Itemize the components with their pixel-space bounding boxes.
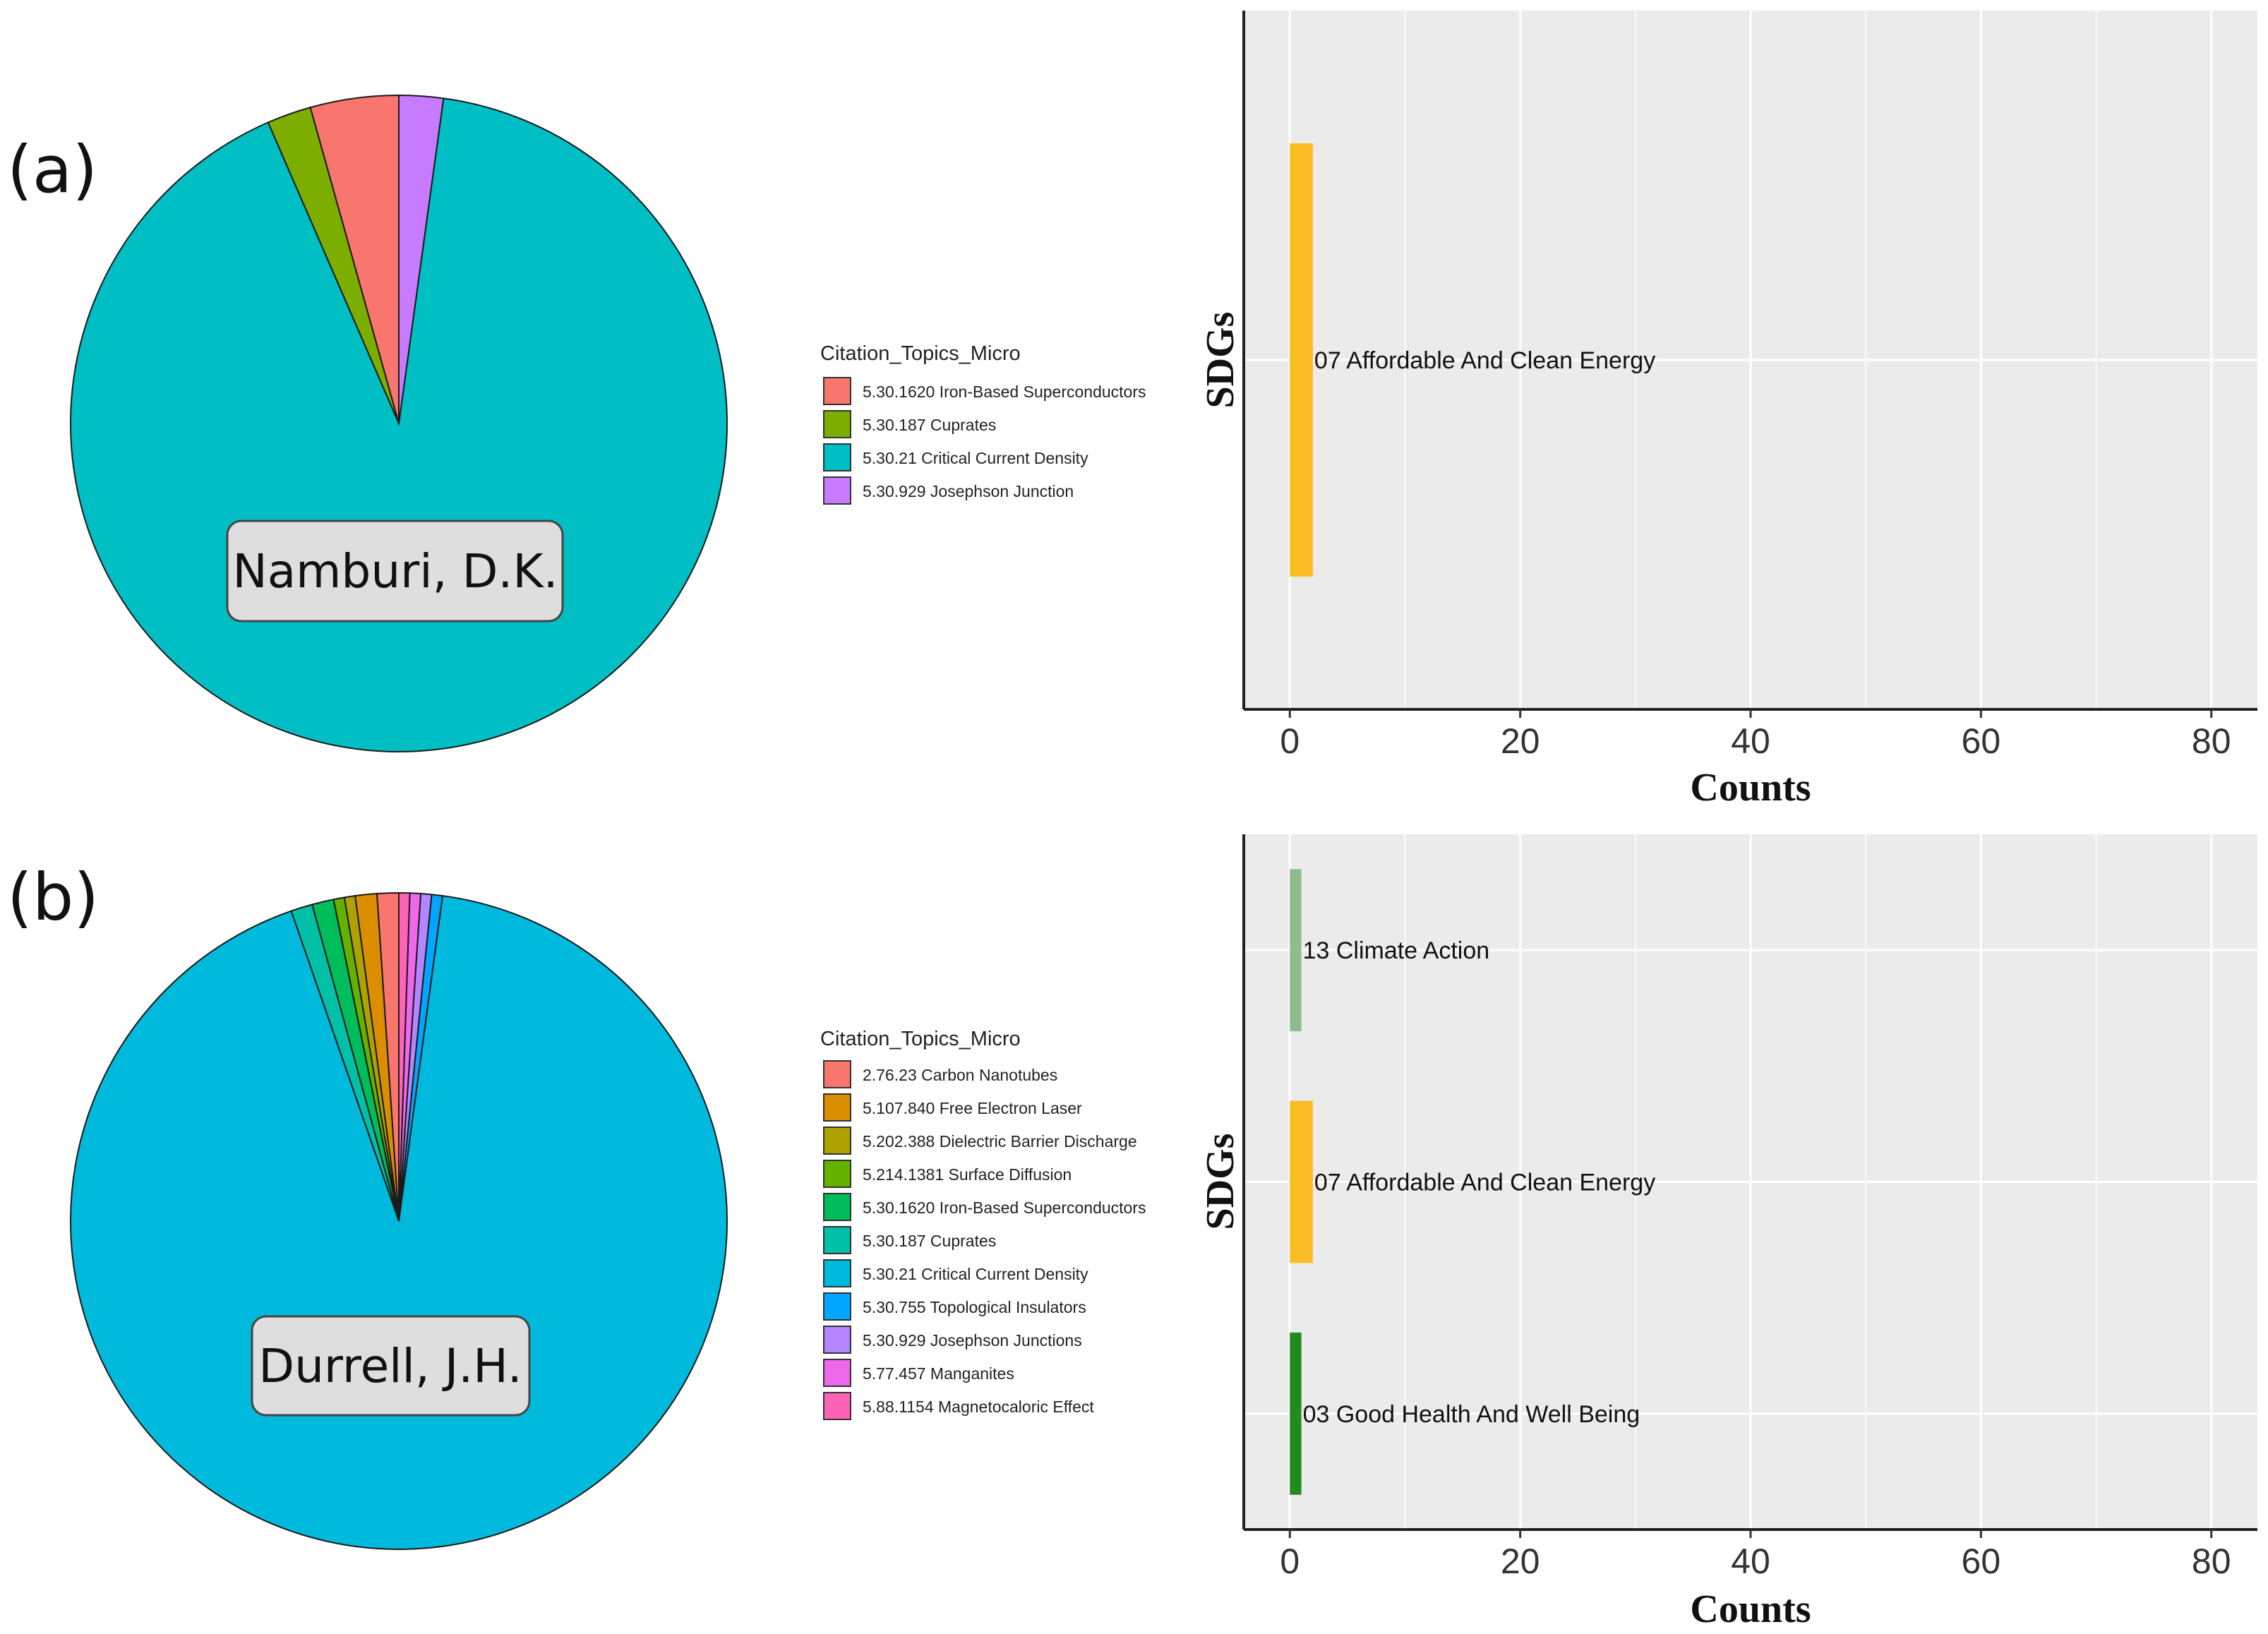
bar-b-bar-0 <box>1290 869 1302 1032</box>
pie-chart-b <box>70 891 728 1550</box>
legend-b-key-1 <box>823 1093 851 1122</box>
pie-a-slice-3 <box>398 94 445 424</box>
legend-b-label-9: 5.77.457 Manganites <box>863 1364 1014 1383</box>
legend-a-key-0 <box>823 377 851 405</box>
legend-b-label-6: 5.30.21 Critical Current Density <box>863 1265 1088 1283</box>
bar-chart-b: 13 Climate Action 07 Affordable And Clean… <box>1199 834 2257 1631</box>
bar-b-bar-label-2: 03 Good Health And Well Being <box>1303 1401 1640 1428</box>
legend-b-key-8 <box>823 1326 851 1354</box>
legend-b-key-0 <box>823 1060 851 1088</box>
legend-b-key-3 <box>823 1160 851 1188</box>
legend-b-label-8: 5.30.929 Josephson Junctions <box>863 1331 1082 1350</box>
name-label-a: Namburi, D.K. <box>232 544 558 599</box>
pie-b-slice-10 <box>398 891 411 1222</box>
bar-b-bar-1 <box>1290 1100 1313 1263</box>
legend-title-b: Citation_Topics_Micro <box>820 1028 1021 1050</box>
name-box-b: Durrell, J.H. <box>251 1315 531 1417</box>
bar-b-tick-label: 20 <box>1501 1542 1540 1581</box>
legend-b-key-6 <box>823 1259 851 1287</box>
legend-b-label-5: 5.30.187 Cuprates <box>863 1232 996 1250</box>
bar-b-tick-label: 0 <box>1280 1542 1300 1581</box>
x-axis-title-a: Counts <box>1690 766 1811 810</box>
bar-a-bar-0 <box>1290 143 1313 577</box>
legend-a-label-3: 5.30.929 Josephson Junction <box>863 482 1074 500</box>
legend-title-a: Citation_Topics_Micro <box>820 342 1021 365</box>
legend-b-key-4 <box>823 1193 851 1221</box>
legend-b-key-7 <box>823 1292 851 1321</box>
legend-b-key-2 <box>823 1127 851 1155</box>
legend-a-key-3 <box>823 476 851 505</box>
name-box-a: Namburi, D.K. <box>226 519 564 623</box>
bar-b-bar-label-0: 13 Climate Action <box>1303 937 1490 964</box>
pie-chart-a <box>70 94 728 752</box>
bar-b-tick-label: 60 <box>1962 1542 2001 1581</box>
pie-b-slice-6 <box>70 895 728 1550</box>
legend-a-label-0: 5.30.1620 Iron-Based Superconductors <box>863 383 1146 401</box>
legend-b-label-2: 5.202.388 Dielectric Barrier Discharge <box>863 1132 1137 1151</box>
panel-label-a: (a) <box>7 132 97 208</box>
legend-b-key-9 <box>823 1359 851 1387</box>
legend-b-key-5 <box>823 1226 851 1254</box>
legend-b-label-4: 5.30.1620 Iron-Based Superconductors <box>863 1199 1146 1217</box>
legend-b-label-7: 5.30.755 Topological Insulators <box>863 1298 1086 1316</box>
legend-b-label-0: 2.76.23 Carbon Nanotubes <box>863 1066 1057 1084</box>
legend-a-key-2 <box>823 443 851 471</box>
bar-b-bar-label-1: 07 Affordable And Clean Energy <box>1314 1170 1655 1196</box>
legend-b: Citation_Topics_Micro 2.76.23 Carbon Nan… <box>820 1028 1146 1420</box>
bar-chart-a: 07 Affordable And Clean Energy 0 20 40 60 80… <box>1199 11 2257 810</box>
bar-a-tick-label: 20 <box>1501 721 1540 761</box>
legend-a-key-1 <box>823 410 851 438</box>
legend-b-label-3: 5.214.1381 Surface Diffusion <box>863 1165 1072 1184</box>
name-label-b: Durrell, J.H. <box>258 1339 522 1393</box>
y-axis-title-a: SDGs <box>1199 312 1242 409</box>
legend-a-label-1: 5.30.187 Cuprates <box>863 416 996 434</box>
bar-b-tick-label: 40 <box>1731 1542 1770 1581</box>
bar-b-bar-2 <box>1290 1332 1302 1495</box>
y-axis-title-b: SDGs <box>1199 1134 1242 1230</box>
bar-a-bar-label-0: 07 Affordable And Clean Energy <box>1314 347 1655 374</box>
legend-a: Citation_Topics_Micro 5.30.1620 Iron-Bas… <box>820 342 1146 505</box>
bar-a-tick-label: 40 <box>1731 721 1770 761</box>
legend-b-label-1: 5.107.840 Free Electron Laser <box>863 1099 1082 1117</box>
legend-b-label-10: 5.88.1154 Magnetocaloric Effect <box>863 1398 1094 1416</box>
bar-a-tick-label: 0 <box>1280 721 1300 761</box>
legend-b-key-10 <box>823 1392 851 1420</box>
panel-label-b: (b) <box>7 860 99 935</box>
bar-b-tick-label: 80 <box>2192 1542 2231 1581</box>
x-axis-title-b: Counts <box>1690 1587 1811 1631</box>
bar-a-tick-label: 80 <box>2192 721 2231 761</box>
bar-a-tick-label: 60 <box>1962 721 2001 761</box>
legend-a-label-2: 5.30.21 Critical Current Density <box>863 449 1088 467</box>
